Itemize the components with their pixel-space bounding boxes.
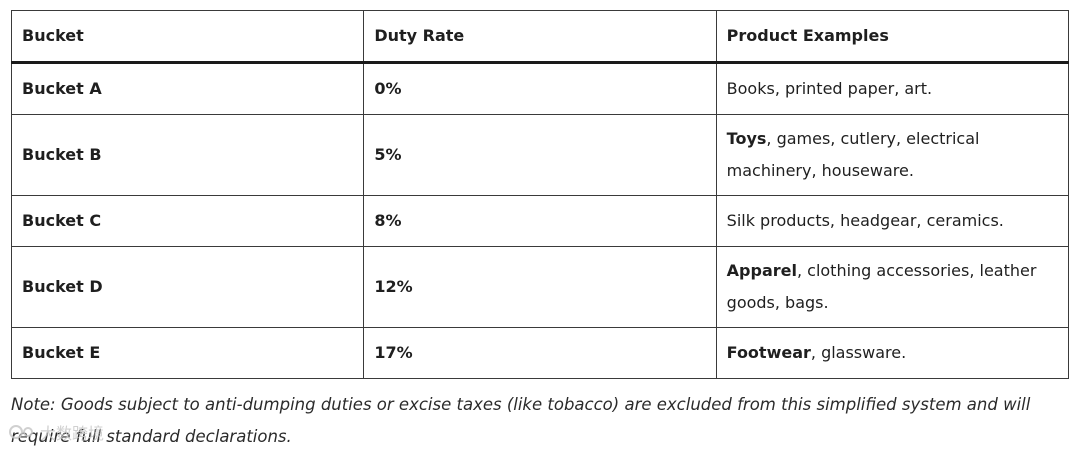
table-cell: 12% bbox=[363, 246, 717, 328]
watermark-text: 大数跨境 bbox=[40, 424, 105, 443]
watermark-logo bbox=[9, 425, 33, 439]
table-cell: Bucket B bbox=[10, 114, 365, 196]
table-cell: Books, printed paper, art. bbox=[715, 62, 1070, 115]
note: Note: Goods subject to anti-dumping duti… bbox=[11, 395, 1031, 446]
table-cell: 17% bbox=[363, 327, 717, 379]
watermark: 大数跨境 bbox=[8, 420, 104, 444]
table-row: Bucket D 12% Apparel, clothing accessories… bbox=[10, 246, 1070, 328]
table-cell: Apparel, clothing accessories, leather g… bbox=[715, 246, 1070, 328]
cell-text: , clothing accessories, leather goods, b… bbox=[726, 261, 1037, 312]
table-cell: Bucket E bbox=[10, 327, 365, 379]
cell-text: , glassware. bbox=[810, 343, 907, 362]
table-row: Bucket A 0% Books, printed paper, art. bbox=[10, 62, 1070, 115]
bold-text: Toys bbox=[726, 129, 767, 148]
table-cell: Bucket A bbox=[10, 62, 365, 115]
table-row: Bucket E 17% Footwear, glassware. bbox=[10, 327, 1070, 379]
table-body: Bucket A 0% Books, printed paper, art. Buck… bbox=[10, 62, 1070, 379]
table-row: Bucket C 8% Silk products, headgear, ceram… bbox=[10, 195, 1070, 247]
table-row: Bucket B 5% Toys, games, cutlery, electric… bbox=[10, 114, 1070, 196]
table-cell: 5% bbox=[363, 114, 717, 196]
table-cell: Bucket C bbox=[10, 195, 365, 247]
header-cell: Product Examples bbox=[715, 10, 1070, 64]
table-cell: Footwear, glassware. bbox=[715, 327, 1070, 379]
duty-table: Bucket Duty Rate Product Examples Bucket A… bbox=[10, 10, 1070, 379]
bold-text: Apparel bbox=[726, 261, 797, 280]
header-cell: Duty Rate bbox=[363, 10, 717, 64]
header-row: Bucket Duty Rate Product Examples bbox=[10, 10, 1070, 64]
bold-text: Footwear bbox=[726, 343, 811, 362]
table-cell: Toys, games, cutlery, electrical machine… bbox=[715, 114, 1070, 196]
table-cell: 0% bbox=[363, 62, 717, 115]
header-cell: Bucket bbox=[10, 10, 365, 64]
table-cell: Silk products, headgear, ceramics. bbox=[715, 195, 1070, 247]
table-cell: 8% bbox=[363, 195, 717, 247]
table-cell: Bucket D bbox=[10, 246, 365, 328]
cell-text: , games, cutlery, electrical machinery, … bbox=[726, 129, 980, 180]
